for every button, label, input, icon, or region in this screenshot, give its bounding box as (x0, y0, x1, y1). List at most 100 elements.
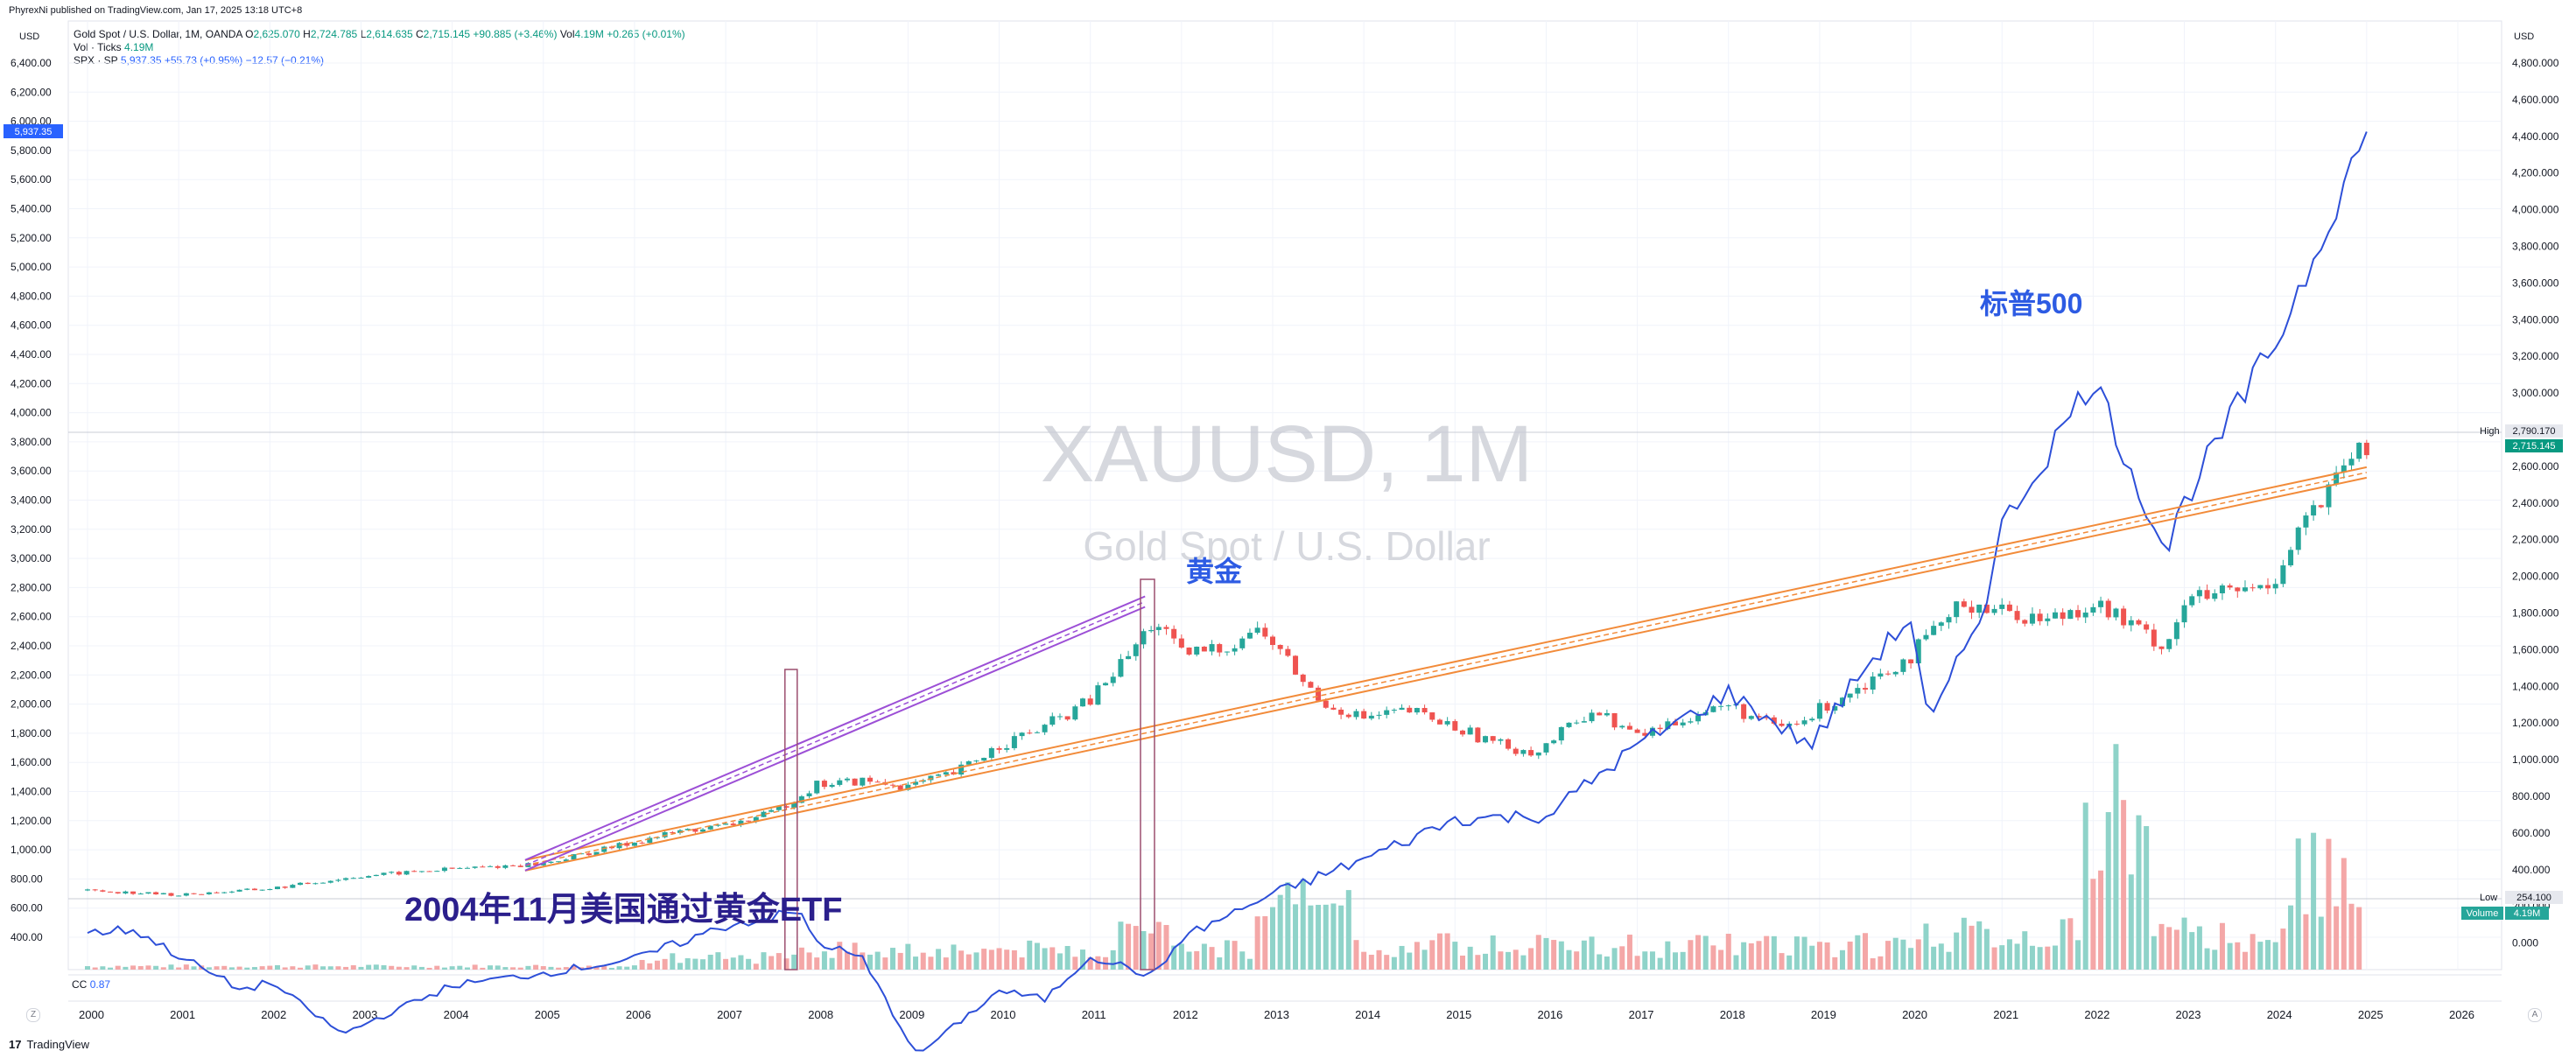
candle-body (502, 865, 509, 868)
volume-bar (1999, 945, 2005, 970)
candle-body (1232, 648, 1238, 652)
left-tick-label: 4,000.00 (11, 407, 52, 419)
volume-bar (373, 964, 379, 970)
volume-bar (1885, 941, 1892, 970)
volume-bar (510, 967, 516, 970)
left-tick-label: 6,400.00 (11, 57, 52, 69)
candle-body (1535, 752, 1541, 756)
candle-body (2348, 459, 2355, 466)
volume-bar (488, 965, 494, 970)
volume-bar (814, 957, 820, 970)
volume-bar (411, 965, 418, 970)
volume-bar (981, 949, 987, 970)
candle-body (670, 831, 676, 833)
left-tick-label: 1,600.00 (11, 756, 52, 768)
x-tick-label: 2003 (352, 1008, 377, 1021)
candle-body (1793, 723, 1800, 725)
candle-body (1543, 743, 1549, 753)
volume-bar (1391, 956, 1397, 970)
volume-bar (2341, 858, 2347, 970)
volume-label: Volume (2467, 908, 2499, 919)
volume-bar (1209, 947, 1215, 970)
volume-bar (1384, 955, 1390, 970)
volume-bar (1649, 951, 1655, 970)
auto-scale-icon[interactable]: A (2528, 1008, 2542, 1022)
volume-bar (1946, 951, 1952, 970)
right-tick-label: 3,400.000 (2512, 313, 2559, 326)
volume-bar (191, 966, 197, 970)
x-tick-label: 2023 (2176, 1008, 2201, 1021)
candle-body (723, 823, 729, 825)
volume-bar (1368, 955, 1374, 970)
volume-bar (1741, 942, 1747, 970)
cc-indicator[interactable]: CC 0.87 (72, 978, 110, 991)
volume-bar (586, 965, 592, 970)
legend-main-row[interactable]: Gold Spot / U.S. Dollar, 1M, OANDA O2,62… (74, 28, 685, 41)
candle-body (1832, 705, 1838, 711)
candle-body (1217, 644, 1223, 653)
volume-bar (1019, 957, 1025, 970)
x-tick-label: 2022 (2084, 1008, 2109, 1021)
candle-body (867, 777, 873, 782)
volume-bar (1991, 947, 1997, 970)
legend-volume-row[interactable]: Vol · Ticks 4.19M (74, 41, 685, 54)
candle-body (1239, 638, 1246, 648)
volume-bar (2090, 879, 2096, 970)
candle-body (2022, 620, 2028, 624)
candle-body (1824, 703, 1830, 711)
candle-body (274, 886, 280, 890)
candle-body (2181, 605, 2187, 623)
candle-body (1421, 708, 1428, 713)
volume-bar (2318, 916, 2324, 970)
candle-body (1626, 725, 1632, 730)
volume-bar (1421, 949, 1428, 970)
legend-close: 2,715.145 (423, 28, 471, 40)
volume-bar (616, 966, 622, 970)
candle-body (115, 892, 121, 893)
zoom-toggle-icon[interactable]: Z (26, 1008, 40, 1022)
volume-bar (176, 967, 182, 970)
volume-bar (350, 965, 356, 970)
right-tick-label: 3,000.000 (2512, 387, 2559, 399)
candle-body (1954, 601, 1960, 618)
candle-body (2075, 610, 2081, 618)
volume-bar (783, 958, 790, 970)
x-tick-label: 2021 (1993, 1008, 2018, 1021)
volume-bar (533, 964, 539, 970)
cc-value: 0.87 (89, 978, 111, 991)
x-tick-label: 2006 (626, 1008, 651, 1021)
legend-vol-label: Vol (559, 28, 575, 40)
candle-body (1863, 688, 1868, 690)
candle-body (153, 892, 159, 895)
x-tick-label: 2016 (1537, 1008, 1562, 1021)
candle-body (1657, 727, 1663, 730)
volume-bar (677, 963, 683, 970)
volume-bar (723, 958, 729, 970)
volume-bar (1969, 925, 1975, 970)
candle-body (335, 879, 341, 881)
volume-bar (1141, 930, 1147, 970)
volume-bar (730, 957, 736, 970)
volume-bar (1133, 926, 1139, 970)
candle-body (2136, 620, 2142, 625)
candle-body (1847, 693, 1853, 698)
legend-o-label: O (245, 28, 254, 40)
candle-body (449, 867, 455, 869)
candle-body (1725, 705, 1731, 707)
volume-bar (2311, 832, 2317, 970)
candle-body (434, 871, 440, 872)
right-tick-label: 2,600.000 (2512, 460, 2559, 473)
candle-body (1209, 644, 1215, 652)
volume-bar (2250, 934, 2256, 970)
right-tick-label: 2,000.000 (2512, 571, 2559, 583)
right-tick-label: 800.000 (2512, 790, 2551, 802)
volume-bar (1581, 940, 1587, 970)
volume-bar (1414, 942, 1420, 970)
volume-bar (631, 965, 637, 970)
volume-bar (358, 966, 364, 970)
candle-body (821, 781, 827, 788)
legend-volume-name: Vol · Ticks (74, 41, 122, 53)
candle-body (988, 747, 994, 758)
volume-bar (267, 965, 273, 970)
